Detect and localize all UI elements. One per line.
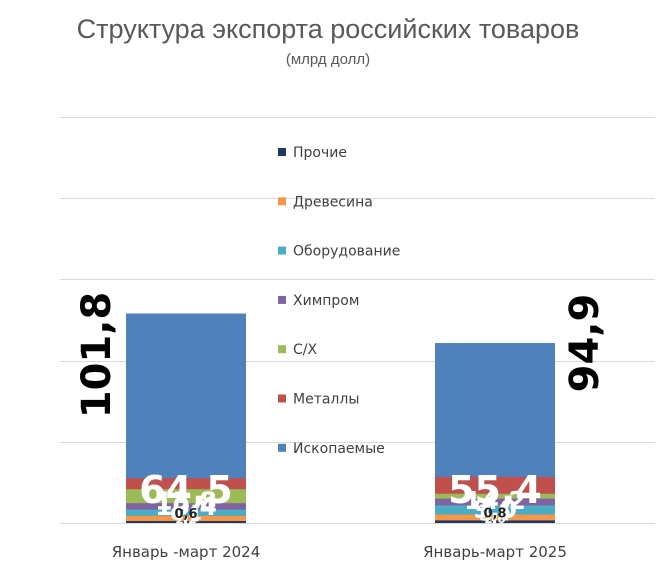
data-label: 0,6 bbox=[174, 507, 197, 522]
legend-label: Ископаемые bbox=[293, 441, 385, 457]
total-label: 101,8 bbox=[74, 292, 120, 419]
category-labels: Январь -март 2024 Январь-март 2025 bbox=[112, 543, 567, 561]
data-label: 5,4 bbox=[479, 505, 511, 526]
category-label: Январь -март 2024 bbox=[112, 543, 261, 561]
data-label: 64,5 bbox=[139, 468, 233, 512]
total-labels: 101,8 94,9 bbox=[74, 292, 608, 419]
data-label: 13,8 bbox=[155, 487, 217, 516]
category-label: Январь-март 2025 bbox=[423, 543, 567, 561]
bar-segment bbox=[435, 520, 555, 523]
chart-subtitle: (млрд долл) bbox=[286, 51, 370, 68]
data-labels: 64,513,810,46,14,12,20,6 55,414,29,07,55,… bbox=[139, 468, 542, 527]
total-label: 94,9 bbox=[562, 294, 608, 393]
legend-swatch bbox=[278, 197, 286, 206]
bar-segment bbox=[126, 515, 246, 523]
data-label: 14,2 bbox=[464, 486, 526, 515]
data-label: 6,1 bbox=[170, 504, 202, 525]
legend-label: Древесина bbox=[293, 194, 373, 210]
data-label: 4,1 bbox=[173, 508, 200, 526]
legend-swatch bbox=[278, 443, 286, 452]
chart-title: Структура экспорта российских товаров bbox=[77, 14, 580, 44]
data-label: 2,6 bbox=[484, 512, 505, 526]
legend-swatch bbox=[278, 345, 286, 354]
data-label: 55,4 bbox=[448, 468, 542, 512]
legend-swatch bbox=[278, 148, 286, 156]
legend-swatch bbox=[278, 295, 286, 304]
bars bbox=[126, 313, 555, 523]
data-label: 0,8 bbox=[483, 506, 506, 521]
legend-label: Металлы bbox=[293, 392, 359, 408]
bar-segment bbox=[126, 521, 246, 523]
legend-label: Прочие bbox=[293, 145, 347, 161]
data-label: 7,5 bbox=[479, 501, 511, 522]
data-label: 10,4 bbox=[155, 492, 217, 521]
legend-swatch bbox=[278, 394, 286, 403]
data-label: 9,0 bbox=[473, 494, 517, 523]
data-label: 2,2 bbox=[175, 513, 196, 527]
legend-label: С/Х bbox=[293, 342, 317, 358]
legend-label: Химпром bbox=[293, 293, 359, 309]
legend: Прочие Древесина Оборудование Химпром С/Х Мет… bbox=[278, 145, 400, 457]
legend-swatch bbox=[278, 246, 286, 255]
bar-segment bbox=[435, 514, 555, 523]
legend-label: Оборудование bbox=[293, 244, 400, 260]
